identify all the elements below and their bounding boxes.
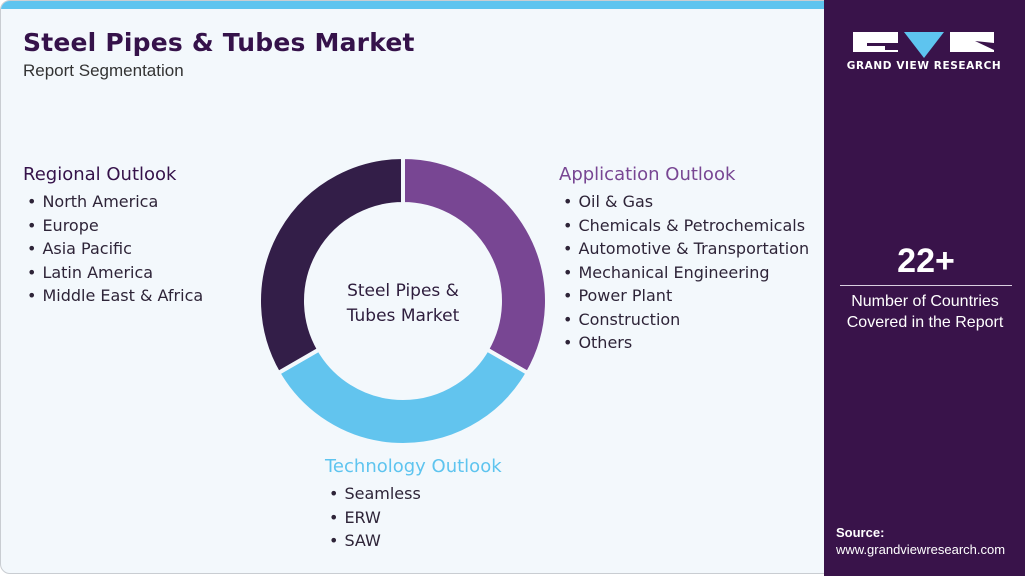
- stat-desc-line1: Number of Countries: [851, 293, 999, 310]
- technology-outlook-list: Seamless ERW SAW: [325, 482, 502, 553]
- donut-segment-regional: [259, 157, 405, 376]
- list-item: Seamless: [325, 482, 502, 506]
- donut-segment-application: [401, 157, 547, 376]
- list-item: Power Plant: [559, 284, 809, 308]
- donut-center-label: Steel Pipes & Tubes Market: [323, 279, 483, 329]
- list-item: Mechanical Engineering: [559, 261, 809, 285]
- stat-divider: [840, 285, 1012, 286]
- application-outlook-section: Application Outlook Oil & Gas Chemicals …: [559, 164, 809, 355]
- technology-outlook-title: Technology Outlook: [325, 456, 502, 477]
- list-item: Others: [559, 331, 809, 355]
- regional-outlook-list: North America Europe Asia Pacific Latin …: [23, 190, 203, 308]
- application-outlook-title: Application Outlook: [559, 164, 736, 185]
- brand-name: GRAND VIEW RESEARCH: [846, 60, 1002, 72]
- donut-segment-technology: [275, 346, 531, 445]
- regional-outlook-title: Regional Outlook: [23, 164, 177, 185]
- list-item: Oil & Gas: [559, 190, 809, 214]
- list-item: Automotive & Transportation: [559, 237, 809, 261]
- list-item: Chemicals & Petrochemicals: [559, 214, 809, 238]
- regional-outlook-section: Regional Outlook North America Europe As…: [23, 164, 203, 308]
- technology-outlook-section: Technology Outlook Seamless ERW SAW: [325, 456, 502, 553]
- grand-view-research-logo-icon: [853, 32, 994, 58]
- list-item: Asia Pacific: [23, 237, 203, 261]
- list-item: Latin America: [23, 261, 203, 285]
- top-accent-bar: [1, 1, 825, 9]
- list-item: Europe: [23, 214, 203, 238]
- list-item: North America: [23, 190, 203, 214]
- list-item: Construction: [559, 308, 809, 332]
- page-title: Steel Pipes & Tubes Market: [23, 28, 415, 57]
- stat-desc-line2: Covered in the Report: [846, 314, 1004, 331]
- source-label: Source:: [836, 525, 885, 540]
- page-subtitle: Report Segmentation: [23, 61, 184, 80]
- countries-stat-value: 22+: [897, 242, 955, 280]
- donut-center-line1: Steel Pipes &: [347, 281, 459, 301]
- countries-stat-description: Number of Countries Covered in the Repor…: [830, 291, 1020, 333]
- list-item: ERW: [325, 506, 502, 530]
- donut-center-line2: Tubes Market: [346, 306, 460, 326]
- brand-sidebar: [824, 0, 1025, 576]
- list-item: SAW: [325, 529, 502, 553]
- list-item: Middle East & Africa: [23, 284, 203, 308]
- source-url-link[interactable]: www.grandviewresearch.com: [836, 542, 1006, 557]
- application-outlook-list: Oil & Gas Chemicals & Petrochemicals Aut…: [559, 190, 809, 355]
- segmentation-donut-chart: [259, 157, 547, 445]
